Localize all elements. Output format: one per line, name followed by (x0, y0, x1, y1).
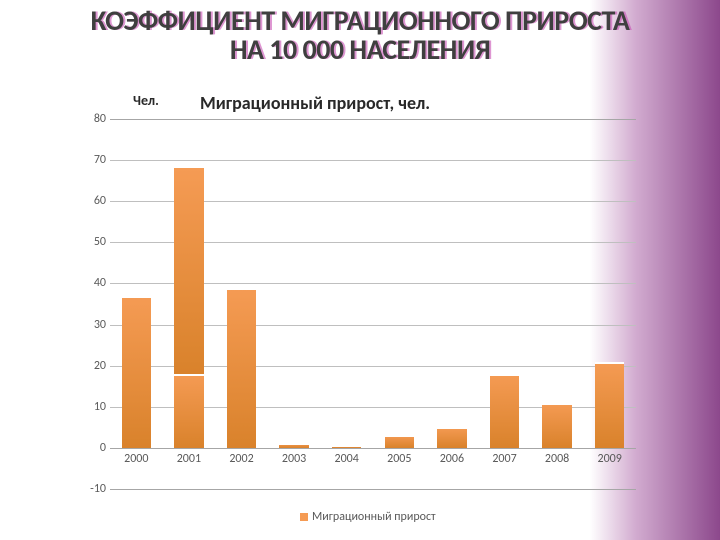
chart-bar (385, 435, 414, 448)
legend-swatch (300, 513, 308, 521)
chart-bar (122, 296, 151, 448)
grid-line (110, 160, 636, 161)
y-tick-label: 70 (78, 153, 106, 167)
chart-bar (174, 374, 203, 448)
x-tick-label: 2002 (222, 452, 262, 466)
grid-line (110, 448, 636, 449)
chart-plot-area: -100102030405060708020002001200220032004… (110, 119, 636, 489)
x-tick-label: 2003 (274, 452, 314, 466)
chart-bar (174, 168, 203, 374)
chart-title: Миграционный прирост, чел. (200, 92, 430, 114)
x-tick-label: 2008 (537, 452, 577, 466)
y-tick-label: 80 (78, 112, 106, 126)
x-tick-label: 2004 (327, 452, 367, 466)
x-tick-label: 2001 (169, 452, 209, 466)
axis-y-label: Чел. (133, 92, 159, 109)
legend-label: Миграционный прирост (312, 510, 436, 524)
chart-bar (279, 443, 308, 448)
chart-bar (437, 427, 466, 448)
chart-bar (227, 288, 256, 448)
x-tick-label: 2006 (432, 452, 472, 466)
x-tick-label: 2009 (590, 452, 630, 466)
grid-line (110, 119, 636, 120)
y-tick-label: 40 (78, 276, 106, 290)
x-tick-label: 2007 (485, 452, 525, 466)
y-tick-label: 50 (78, 235, 106, 249)
slide: КОЭФФИЦИЕНТ МИГРАЦИОННОГО ПРИРОСТАНА 10 … (0, 0, 720, 540)
y-tick-label: 10 (78, 400, 106, 414)
chart-legend: Миграционный прирост (300, 510, 436, 524)
x-tick-label: 2000 (116, 452, 156, 466)
y-tick-label: 30 (78, 318, 106, 332)
chart-bar (490, 374, 519, 448)
y-tick-label: 20 (78, 359, 106, 373)
y-tick-label: 60 (78, 194, 106, 208)
x-tick-label: 2005 (379, 452, 419, 466)
y-tick-label: -10 (78, 482, 106, 496)
chart-bar (595, 362, 624, 448)
grid-line (110, 489, 636, 490)
y-tick-label: 0 (78, 441, 106, 455)
page-title: КОЭФФИЦИЕНТ МИГРАЦИОННОГО ПРИРОСТАНА 10 … (0, 6, 720, 65)
chart-bar (332, 445, 361, 448)
chart-bar (542, 403, 571, 448)
